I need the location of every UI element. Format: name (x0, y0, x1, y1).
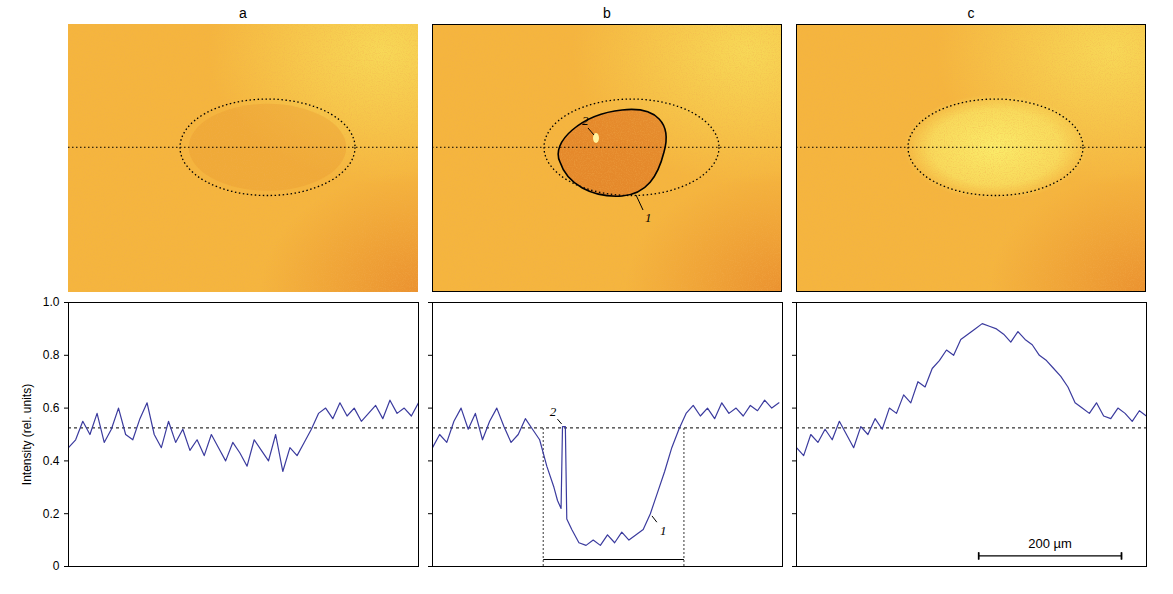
svg-text:200 µm: 200 µm (1028, 536, 1072, 551)
svg-text:Intensity (rel. units): Intensity (rel. units) (20, 384, 34, 485)
svg-text:2: 2 (582, 113, 589, 128)
svg-text:2: 2 (550, 404, 557, 419)
html-text:b: b (603, 5, 611, 21)
html-text:c: c (967, 5, 975, 21)
svg-text:0.2: 0.2 (43, 507, 60, 521)
svg-text:0: 0 (53, 559, 60, 573)
svg-text:1.0: 1.0 (43, 296, 60, 309)
html-text:a: a (239, 5, 247, 21)
svg-text:0.8: 0.8 (43, 348, 60, 362)
svg-text:0.4: 0.4 (43, 454, 60, 468)
svg-text:1: 1 (660, 523, 667, 538)
svg-text:0.6: 0.6 (43, 401, 60, 415)
svg-text:1: 1 (645, 210, 652, 225)
